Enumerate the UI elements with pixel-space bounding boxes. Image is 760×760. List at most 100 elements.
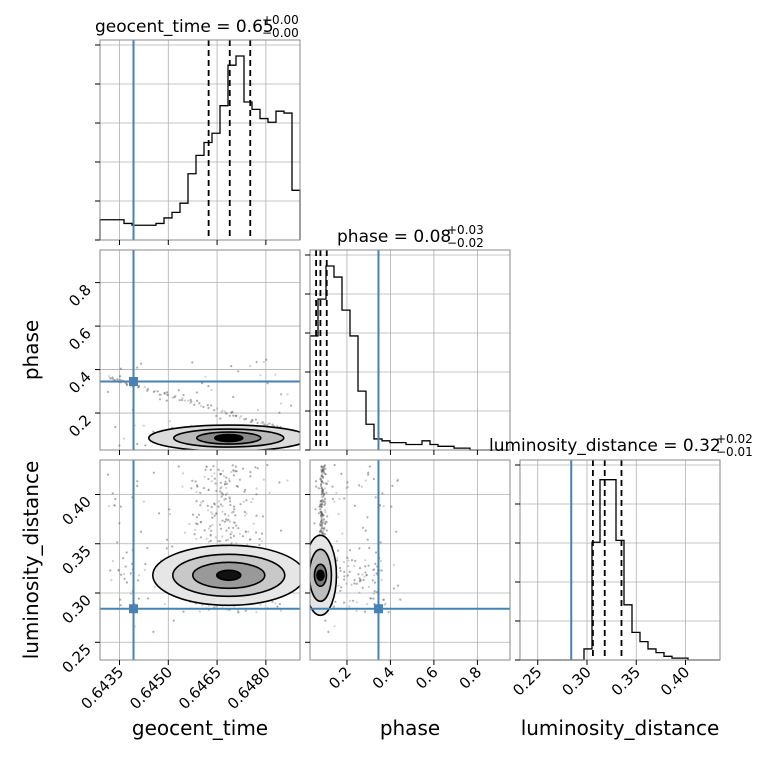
sample-point — [319, 524, 322, 527]
sample-point — [181, 397, 184, 400]
sample-point — [373, 581, 377, 584]
sample-point — [361, 526, 365, 529]
sample-point — [237, 527, 240, 530]
sample-point — [217, 540, 220, 543]
sample-point — [237, 527, 240, 530]
sample-point — [171, 545, 174, 548]
sample-point — [278, 602, 281, 606]
sample-point — [324, 473, 327, 476]
sample-point — [320, 477, 323, 480]
sample-point — [322, 532, 325, 535]
sample-point — [323, 465, 326, 468]
sample-point — [137, 579, 140, 582]
sample-point — [187, 399, 190, 402]
sample-point — [236, 485, 239, 488]
sample-point — [261, 515, 265, 518]
sample-point — [207, 488, 210, 491]
sample-point — [322, 469, 325, 472]
sample-point — [364, 565, 367, 568]
sample-point — [323, 503, 326, 507]
sample-point — [247, 530, 250, 533]
sample-point — [361, 586, 364, 589]
sample-point — [232, 414, 235, 417]
sample-point — [320, 512, 323, 515]
sample-point — [136, 484, 139, 487]
sample-point — [321, 489, 324, 492]
sample-point — [110, 377, 113, 380]
sample-point — [158, 512, 161, 515]
sample-point — [234, 514, 237, 517]
sample-point — [152, 430, 155, 433]
sample-point — [245, 417, 248, 420]
sample-point — [238, 478, 241, 481]
sample-point — [129, 592, 132, 595]
sample-point — [323, 528, 326, 532]
sample-point — [207, 406, 210, 410]
sample-point — [359, 578, 362, 581]
sample-point — [319, 523, 322, 526]
sample-point — [333, 625, 336, 628]
sample-point — [368, 465, 371, 468]
sample-point — [139, 530, 143, 533]
sample-point — [351, 599, 355, 602]
sample-point — [319, 524, 322, 527]
sample-point — [152, 630, 155, 634]
sample-point — [336, 549, 340, 552]
sample-point — [195, 516, 198, 519]
sample-point — [321, 467, 325, 470]
sample-point — [139, 362, 143, 365]
sample-point — [232, 526, 235, 529]
sample-point — [213, 515, 216, 518]
sample-point — [236, 485, 239, 488]
sample-point — [139, 362, 143, 365]
sample-point — [137, 384, 140, 387]
sample-point — [320, 487, 323, 490]
sample-point — [254, 418, 257, 421]
sample-point — [180, 398, 184, 402]
sample-point — [117, 569, 120, 572]
sample-point — [321, 472, 324, 475]
sample-point — [321, 513, 324, 516]
sample-point — [233, 508, 236, 511]
sample-point — [325, 521, 329, 524]
sample-point — [322, 518, 326, 521]
ytick-label: 0.8 — [65, 281, 95, 311]
sample-point — [323, 500, 326, 503]
sample-point — [255, 531, 258, 534]
contour-level — [316, 569, 325, 582]
sample-point — [182, 393, 185, 397]
sample-point — [195, 522, 198, 525]
sample-point — [168, 513, 171, 516]
sample-point — [218, 523, 222, 526]
sample-point — [212, 465, 215, 468]
density-contours — [148, 424, 338, 617]
sample-point — [321, 470, 324, 473]
sample-point — [137, 386, 140, 389]
sample-point — [333, 464, 336, 467]
sample-point — [254, 418, 257, 421]
sample-point — [219, 487, 222, 490]
sample-point — [320, 480, 323, 483]
sample-point — [165, 547, 168, 550]
sample-point — [368, 546, 371, 550]
sample-point — [336, 549, 340, 552]
sample-point — [318, 530, 322, 533]
sample-point — [372, 597, 375, 600]
sample-point — [146, 389, 149, 392]
sample-point — [191, 479, 194, 482]
sample-point — [213, 477, 216, 480]
sample-point — [343, 578, 346, 581]
sample-point — [358, 580, 361, 583]
sample-point — [235, 542, 238, 545]
sample-point — [368, 465, 371, 468]
sample-point — [242, 467, 245, 470]
sample-point — [321, 475, 324, 478]
sample-point — [136, 366, 139, 369]
sample-point — [343, 497, 346, 500]
sample-point — [399, 598, 402, 601]
sample-point — [249, 365, 252, 368]
sample-point — [274, 373, 277, 376]
sample-point — [359, 579, 362, 582]
sample-point — [223, 520, 226, 523]
